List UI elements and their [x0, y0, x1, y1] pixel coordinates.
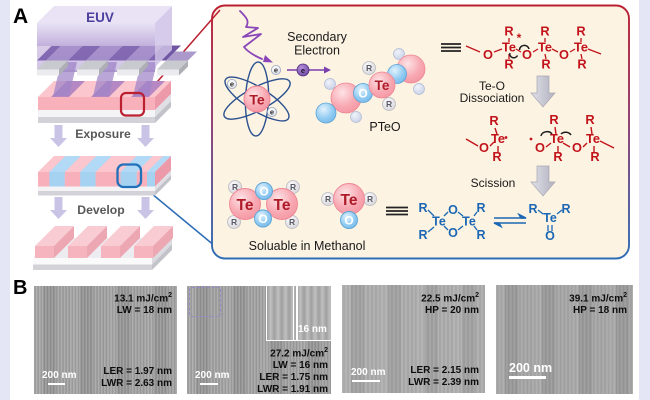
svg-text:e: e: [301, 66, 305, 75]
svg-text:R: R: [541, 57, 550, 72]
svg-text:Te: Te: [586, 131, 600, 146]
svg-text:O: O: [572, 140, 582, 155]
svg-text:Secondary: Secondary: [287, 30, 348, 44]
svg-text:R: R: [476, 228, 485, 242]
svg-text:O: O: [344, 214, 353, 228]
svg-text:O: O: [545, 229, 555, 243]
svg-text:Exposure: Exposure: [75, 127, 131, 141]
svg-text:R: R: [504, 57, 513, 72]
svg-text:O: O: [448, 203, 458, 217]
svg-text:PTeO: PTeO: [369, 120, 401, 134]
svg-text:Scission: Scission: [471, 176, 516, 190]
svg-text:O: O: [483, 47, 493, 62]
svg-text:O: O: [535, 140, 545, 155]
svg-text:Te: Te: [462, 215, 476, 229]
svg-text:O: O: [479, 140, 489, 155]
svg-text:*: *: [517, 31, 522, 45]
svg-text:O: O: [258, 212, 267, 226]
svg-text:R: R: [585, 112, 594, 127]
svg-text:R: R: [540, 24, 549, 39]
svg-text:Te: Te: [249, 92, 265, 108]
svg-text:R: R: [576, 24, 585, 39]
svg-text:R: R: [561, 202, 570, 216]
svg-text:Te: Te: [432, 215, 446, 229]
svg-text:R: R: [549, 112, 558, 127]
svg-text:Electron: Electron: [294, 44, 340, 58]
svg-text:R: R: [418, 201, 427, 215]
svg-text:R: R: [577, 57, 586, 72]
svg-text:R: R: [418, 228, 427, 242]
svg-text:Develop: Develop: [77, 203, 124, 217]
svg-text:O: O: [358, 87, 367, 101]
svg-text:O: O: [259, 185, 268, 199]
svg-text:Te: Te: [237, 197, 254, 214]
svg-text:Te: Te: [502, 40, 516, 55]
svg-text:R: R: [504, 24, 513, 39]
svg-text:Dissociation: Dissociation: [460, 91, 525, 105]
svg-text:Te: Te: [538, 40, 552, 55]
svg-text:Te: Te: [543, 211, 557, 225]
svg-text:Te: Te: [341, 192, 358, 209]
svg-text:Soluable in Methanol: Soluable in Methanol: [249, 239, 366, 253]
svg-text:Te: Te: [574, 40, 588, 55]
svg-text:Te: Te: [550, 131, 564, 146]
svg-text:Te: Te: [491, 131, 505, 146]
svg-text:Te: Te: [375, 78, 390, 93]
svg-text:A: A: [13, 5, 28, 28]
svg-text:R: R: [553, 149, 562, 164]
svg-text:O: O: [559, 47, 569, 62]
svg-text:O: O: [522, 47, 532, 62]
svg-text:Te-O: Te-O: [479, 79, 505, 93]
svg-text:EUV: EUV: [86, 10, 114, 25]
svg-text:O: O: [448, 226, 458, 240]
svg-text:R: R: [489, 113, 498, 128]
svg-text:R: R: [476, 201, 485, 215]
svg-text:R: R: [590, 149, 599, 164]
svg-text:R: R: [492, 149, 501, 164]
svg-text:Te: Te: [274, 197, 291, 214]
svg-text:R: R: [528, 202, 537, 216]
